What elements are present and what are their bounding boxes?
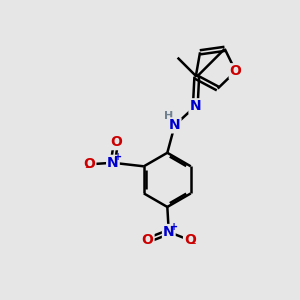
Text: N: N (169, 118, 181, 132)
Text: ⁻: ⁻ (85, 164, 91, 177)
Text: O: O (184, 233, 196, 247)
Text: ⁻: ⁻ (189, 240, 196, 253)
Text: +: + (170, 222, 178, 232)
Text: O: O (83, 157, 95, 171)
Text: O: O (230, 64, 242, 78)
Text: N: N (107, 156, 119, 170)
Text: O: O (142, 233, 154, 247)
Text: H: H (164, 111, 173, 121)
Text: O: O (110, 135, 122, 149)
Text: N: N (163, 225, 175, 239)
Text: N: N (190, 99, 201, 113)
Text: +: + (114, 152, 122, 163)
